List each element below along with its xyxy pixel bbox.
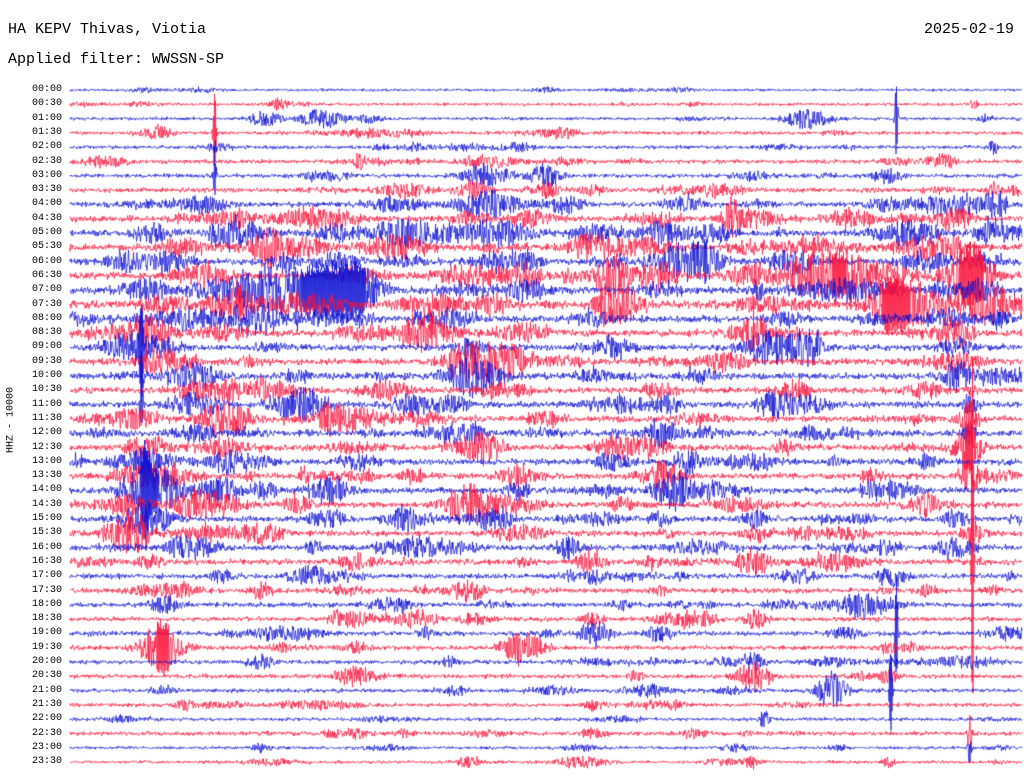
time-label-18:30: 18:30	[31, 613, 62, 625]
time-label-06:00: 06:00	[31, 255, 62, 267]
time-label-00:00: 00:00	[31, 84, 62, 95]
time-label-02:30: 02:30	[31, 155, 62, 167]
time-label-17:30: 17:30	[31, 584, 62, 596]
time-label-08:30: 08:30	[31, 327, 62, 339]
time-label-01:00: 01:00	[31, 112, 62, 124]
time-label-08:00: 08:00	[31, 312, 62, 324]
time-label-19:00: 19:00	[31, 627, 62, 639]
time-label-09:00: 09:00	[31, 341, 62, 353]
time-label-16:30: 16:30	[31, 555, 62, 567]
time-label-10:00: 10:00	[31, 370, 62, 381]
time-label-14:30: 14:30	[31, 498, 62, 510]
time-label-01:30: 01:30	[31, 126, 62, 138]
time-label-12:30: 12:30	[31, 441, 62, 453]
time-label-13:30: 13:30	[31, 470, 62, 482]
time-label-02:00: 02:00	[31, 141, 62, 153]
time-label-10:30: 10:30	[31, 384, 62, 396]
station-title: HA KEPV Thivas, Viotia	[8, 21, 207, 38]
time-label-19:30: 19:30	[31, 641, 62, 653]
time-label-00:30: 00:30	[31, 98, 62, 110]
time-label-20:30: 20:30	[31, 670, 62, 682]
time-label-15:30: 15:30	[31, 527, 62, 539]
time-label-20:00: 20:00	[31, 656, 62, 667]
time-label-13:00: 13:00	[31, 455, 62, 467]
time-label-21:00: 21:00	[31, 684, 62, 696]
time-label-17:00: 17:00	[31, 570, 62, 582]
time-label-22:00: 22:00	[31, 713, 62, 725]
time-label-23:30: 23:30	[31, 756, 62, 768]
time-label-03:00: 03:00	[31, 169, 62, 181]
time-label-06:30: 06:30	[31, 269, 62, 281]
plot-date: 2025-02-19	[923, 21, 1014, 38]
time-label-04:00: 04:00	[31, 198, 62, 210]
filter-label: Applied filter: WWSSN-SP	[8, 51, 225, 68]
time-label-15:00: 15:00	[31, 513, 62, 524]
time-label-23:00: 23:00	[31, 741, 62, 753]
time-label-07:00: 07:00	[31, 284, 62, 296]
time-label-03:30: 03:30	[31, 184, 62, 196]
time-label-07:30: 07:30	[31, 298, 62, 310]
time-label-16:00: 16:00	[31, 541, 62, 553]
time-label-09:30: 09:30	[31, 355, 62, 367]
time-label-12:00: 12:00	[31, 427, 62, 439]
time-label-11:30: 11:30	[31, 412, 62, 424]
time-label-18:00: 18:00	[31, 598, 62, 610]
time-label-11:00: 11:00	[31, 398, 62, 410]
time-label-14:00: 14:00	[31, 484, 62, 496]
time-label-21:30: 21:30	[31, 698, 62, 710]
time-label-22:30: 22:30	[31, 727, 62, 739]
time-label-04:30: 04:30	[31, 212, 62, 224]
time-label-05:00: 05:00	[31, 227, 62, 238]
time-label-05:30: 05:30	[31, 241, 62, 253]
